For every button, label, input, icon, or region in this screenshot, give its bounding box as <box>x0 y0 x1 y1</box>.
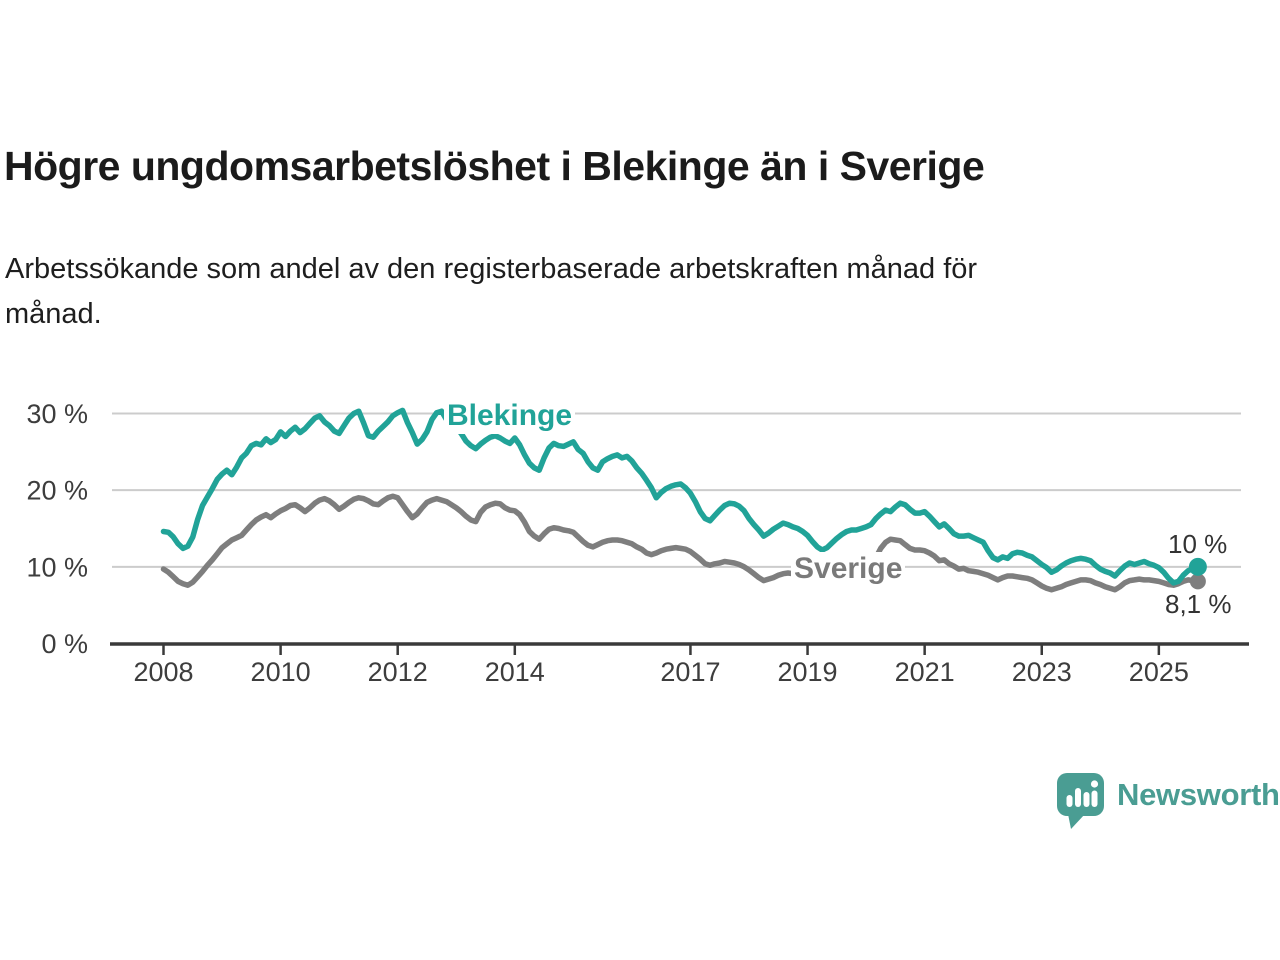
x-axis-tick-label: 2012 <box>368 657 428 687</box>
end-value-label-sverige: 8,1 % <box>1165 589 1232 619</box>
x-axis-tick-label: 2019 <box>778 657 838 687</box>
y-axis-tick-label: 0 % <box>41 629 88 659</box>
series-line-sverige <box>160 493 1201 593</box>
end-value-label-blekinge: 10 % <box>1168 529 1228 559</box>
bar-chart-icon <box>1066 780 1099 807</box>
series-label-sverige: Sverige <box>791 552 906 587</box>
chart-subtitle: Arbetssökande som andel av den registerb… <box>5 253 978 330</box>
speech-bubble-icon <box>1057 773 1104 829</box>
end-dot-sverige <box>1189 573 1206 590</box>
series-line-blekinge <box>160 407 1201 586</box>
x-axis-tick-label: 2023 <box>1012 657 1072 687</box>
newsworthy-logo: Newsworthy <box>1056 772 1280 829</box>
x-axis-tick-label: 2008 <box>133 657 193 687</box>
x-axis-tick-label: 2014 <box>485 657 545 687</box>
series-label-blekinge: Blekinge <box>444 399 576 434</box>
end-dot-blekinge <box>1188 557 1207 576</box>
y-axis-tick-label: 20 % <box>26 476 88 506</box>
bubble-tail <box>1068 814 1085 829</box>
y-axis-tick-label: 30 % <box>26 399 88 429</box>
newsworthy-wordmark: Newsworthy <box>1117 777 1280 812</box>
page-title: Högre ungdomsarbetslöshet i Blekinge än … <box>4 143 985 189</box>
x-axis-tick-label: 2010 <box>251 657 311 687</box>
x-axis-tick-label: 2021 <box>895 657 955 687</box>
y-axis-tick-label: 10 % <box>26 552 88 582</box>
x-axis-tick-label: 2017 <box>660 657 720 687</box>
x-axis-tick-label: 2025 <box>1129 657 1189 687</box>
